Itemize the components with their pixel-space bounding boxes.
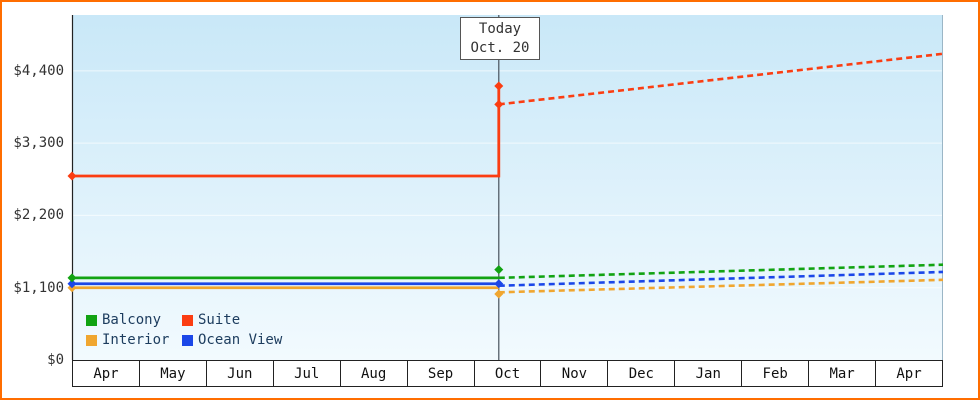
series-marker <box>494 265 504 275</box>
y-axis-tick-label: $4,400 <box>13 62 64 79</box>
x-axis-month-row: Apr May Jun Jul Aug Sep Oct Nov Dec Jan Feb Mar Apr <box>72 360 943 387</box>
series-marker <box>494 289 504 299</box>
today-date: Oct. 20 <box>470 39 530 56</box>
today-label: Today <box>478 20 522 37</box>
month-label: Dec <box>608 361 676 386</box>
month-label: Apr <box>73 361 140 386</box>
legend-swatch <box>86 314 97 326</box>
series-marker <box>494 81 504 91</box>
series-dashed-line <box>498 52 944 106</box>
legend-item: Balcony <box>86 312 182 328</box>
series-marker <box>67 171 77 181</box>
legend-label: Interior <box>102 332 170 348</box>
month-label: Nov <box>541 361 609 386</box>
legend-item: Ocean View <box>182 332 282 348</box>
series-dashed-line <box>498 278 944 294</box>
legend-swatch <box>86 334 97 346</box>
month-label: Mar <box>809 361 877 386</box>
plot-svg <box>67 15 944 360</box>
legend-item: Suite <box>182 312 282 328</box>
month-label: Sep <box>407 361 475 386</box>
y-axis-tick-label: $3,300 <box>13 135 64 152</box>
month-label: May <box>139 361 207 386</box>
legend-item: Interior <box>86 332 182 348</box>
plot-area <box>67 15 944 360</box>
series-marker <box>494 99 504 109</box>
series-solid-line <box>72 85 501 178</box>
month-label: Aug <box>340 361 408 386</box>
month-label: Jun <box>206 361 274 386</box>
y-axis-tick-label: $1,100 <box>13 279 64 296</box>
legend-swatch <box>182 314 193 326</box>
series-marker <box>67 279 77 289</box>
series-marker <box>67 273 77 283</box>
y-axis: $0 $1,100 $2,200 $3,300 $4,400 <box>2 2 66 398</box>
month-label: Jan <box>675 361 743 386</box>
legend-label: Balcony <box>102 312 162 328</box>
legend-swatch <box>182 334 193 346</box>
month-label: Jul <box>273 361 341 386</box>
month-label: Feb <box>742 361 810 386</box>
today-marker-label: Today Oct. 20 <box>460 17 540 60</box>
legend: Balcony Suite Interior Ocean View <box>86 312 282 348</box>
series-dashed-line <box>498 263 944 280</box>
y-axis-tick-label: $0 <box>47 352 64 368</box>
series-dashed-line <box>498 270 944 288</box>
series-marker <box>494 279 504 289</box>
legend-label: Ocean View <box>198 332 283 348</box>
month-label: Oct <box>474 361 542 386</box>
y-axis-tick-label: $2,200 <box>13 207 64 224</box>
legend-label: Suite <box>198 312 241 328</box>
month-label: Apr <box>876 361 942 386</box>
